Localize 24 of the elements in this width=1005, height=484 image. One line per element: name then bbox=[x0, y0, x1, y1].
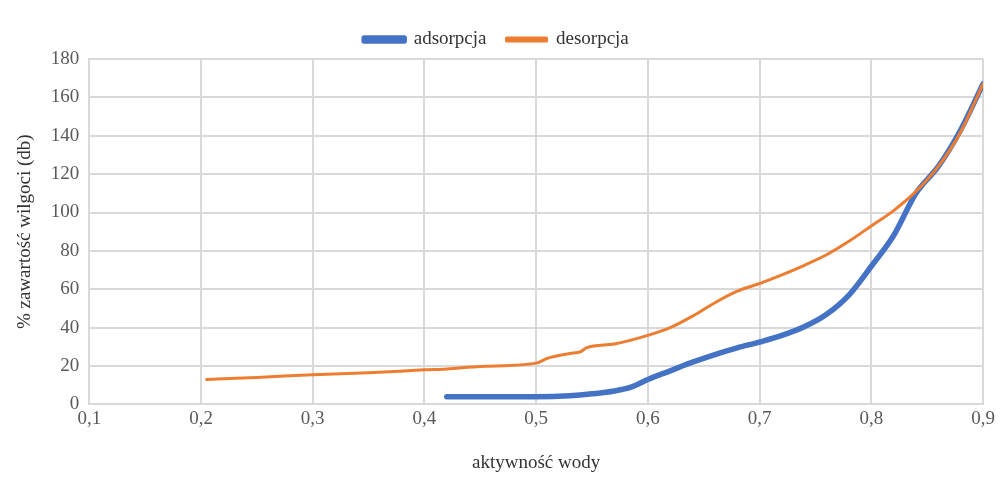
x-tick-label: 0,7 bbox=[747, 406, 772, 428]
y-tick-label: 0 bbox=[69, 392, 80, 414]
y-tick-label: 140 bbox=[50, 123, 80, 145]
x-tick-label: 0,6 bbox=[635, 406, 660, 428]
y-tick-label: 160 bbox=[50, 85, 80, 107]
y-tick-label: 180 bbox=[50, 46, 80, 68]
y-tick-label: 60 bbox=[60, 277, 80, 299]
y-tick-label: 100 bbox=[50, 200, 80, 222]
legend-label: desorpcja bbox=[556, 27, 630, 49]
x-tick-label: 0,2 bbox=[189, 406, 213, 428]
x-tick-label: 0,4 bbox=[412, 406, 437, 428]
x-tick-label: 0,3 bbox=[300, 406, 325, 428]
y-tick-label: 40 bbox=[60, 315, 80, 337]
x-tick-label: 0,8 bbox=[859, 406, 884, 428]
y-tick-label: 120 bbox=[50, 162, 80, 184]
x-tick-label: 0,5 bbox=[524, 406, 549, 428]
x-tick-label: 0,1 bbox=[77, 406, 102, 428]
legend-label: adsorpcja bbox=[413, 27, 488, 49]
y-tick-label: 80 bbox=[60, 238, 80, 260]
line-series bbox=[205, 82, 983, 381]
y-tick-label: 20 bbox=[60, 354, 80, 376]
x-tick-label: 0,9 bbox=[971, 406, 995, 428]
x-axis-title: aktywność wody bbox=[472, 450, 601, 472]
y-axis-title: % zawartość wilgoci (db) bbox=[13, 134, 36, 330]
